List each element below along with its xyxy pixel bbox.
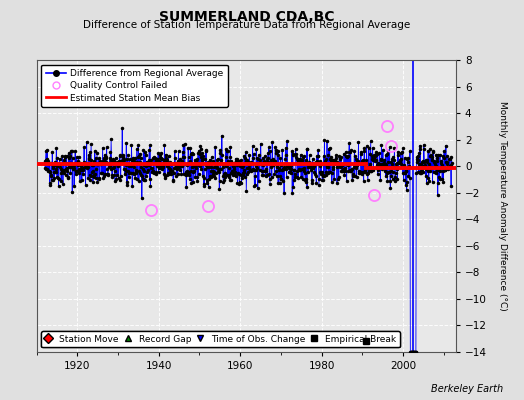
Text: SUMMERLAND CDA,BC: SUMMERLAND CDA,BC	[159, 10, 334, 24]
Y-axis label: Monthly Temperature Anomaly Difference (°C): Monthly Temperature Anomaly Difference (…	[498, 101, 507, 311]
Text: Berkeley Earth: Berkeley Earth	[431, 384, 503, 394]
Legend: Station Move, Record Gap, Time of Obs. Change, Empirical Break: Station Move, Record Gap, Time of Obs. C…	[41, 331, 400, 348]
Text: Difference of Station Temperature Data from Regional Average: Difference of Station Temperature Data f…	[83, 20, 410, 30]
